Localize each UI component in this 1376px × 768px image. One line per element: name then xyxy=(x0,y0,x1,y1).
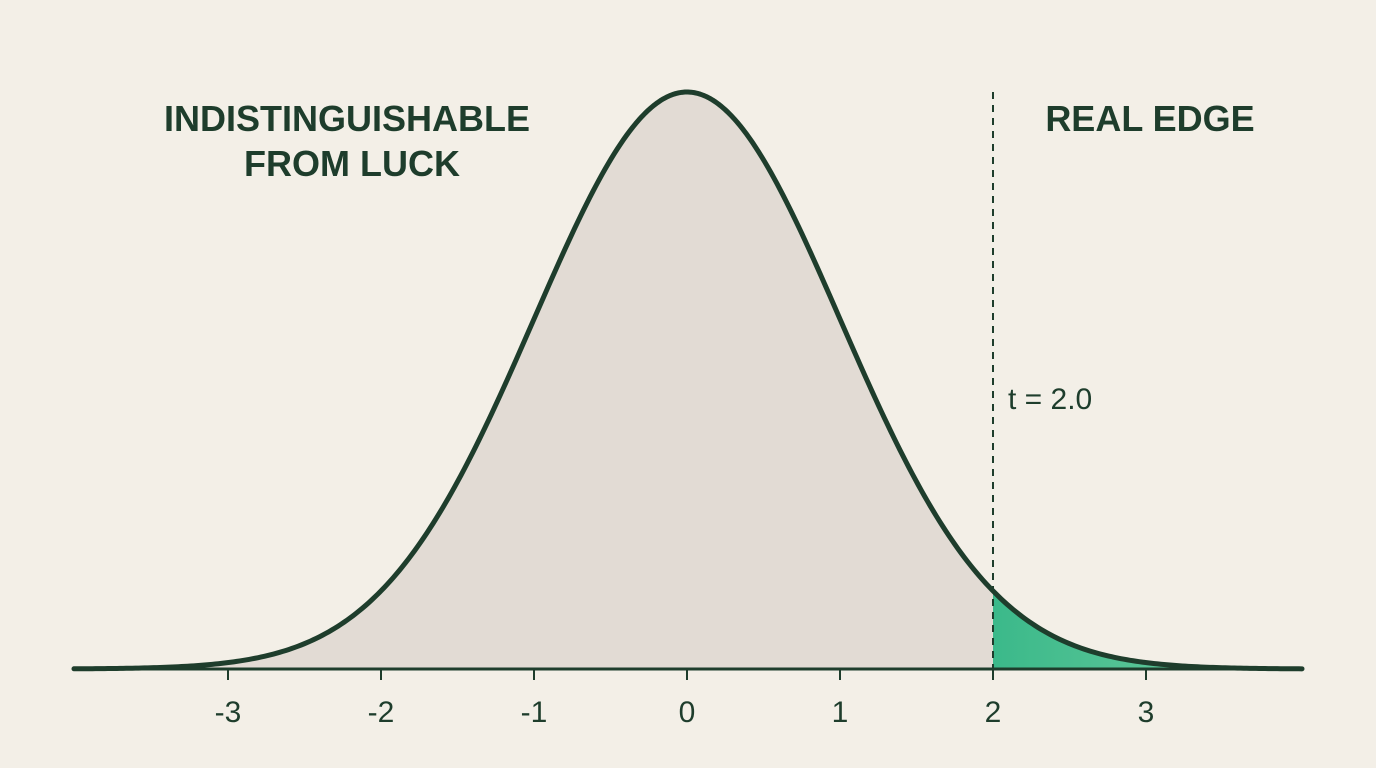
left-region-label: INDISTINGUISHABLE FROM LUCK xyxy=(164,98,540,184)
right-region-label: REAL EDGE xyxy=(1045,98,1254,139)
x-axis-ticks: -3 -2 -1 0 1 2 3 xyxy=(215,669,1155,729)
threshold-label: t = 2.0 xyxy=(1008,383,1092,416)
density-curve xyxy=(71,89,1305,672)
x-tick-label: 2 xyxy=(985,696,1002,729)
x-tick-label: 3 xyxy=(1138,696,1155,729)
left-region-label-line-1: INDISTINGUISHABLE xyxy=(164,98,530,139)
right-tail-area xyxy=(993,590,1302,669)
left-region-label-line-2: FROM LUCK xyxy=(244,143,460,184)
body-area xyxy=(74,92,993,669)
x-tick-label: -2 xyxy=(368,696,395,729)
x-tick-label: 0 xyxy=(679,696,696,729)
x-tick-label: -1 xyxy=(521,696,548,729)
x-tick-label: -3 xyxy=(215,696,242,729)
x-tick-label: 1 xyxy=(832,696,849,729)
